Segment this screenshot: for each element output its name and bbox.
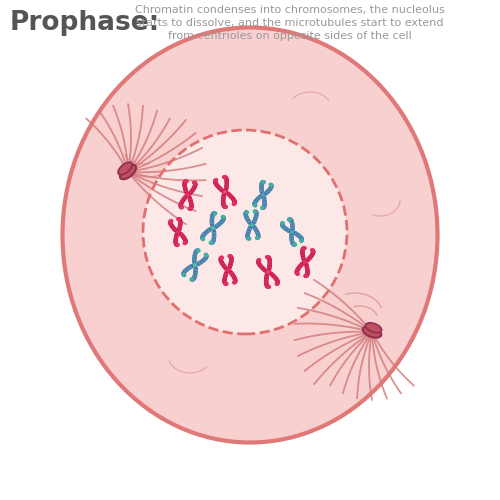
Text: Prophase:: Prophase: — [10, 10, 160, 36]
Ellipse shape — [362, 326, 382, 338]
Ellipse shape — [118, 162, 132, 175]
Ellipse shape — [62, 28, 438, 442]
Text: Chromatin condenses into chromosomes, the nucleolus
starts to dissolve, and the : Chromatin condenses into chromosomes, th… — [135, 5, 445, 42]
Ellipse shape — [120, 164, 136, 180]
Ellipse shape — [366, 323, 382, 332]
Circle shape — [143, 130, 347, 334]
